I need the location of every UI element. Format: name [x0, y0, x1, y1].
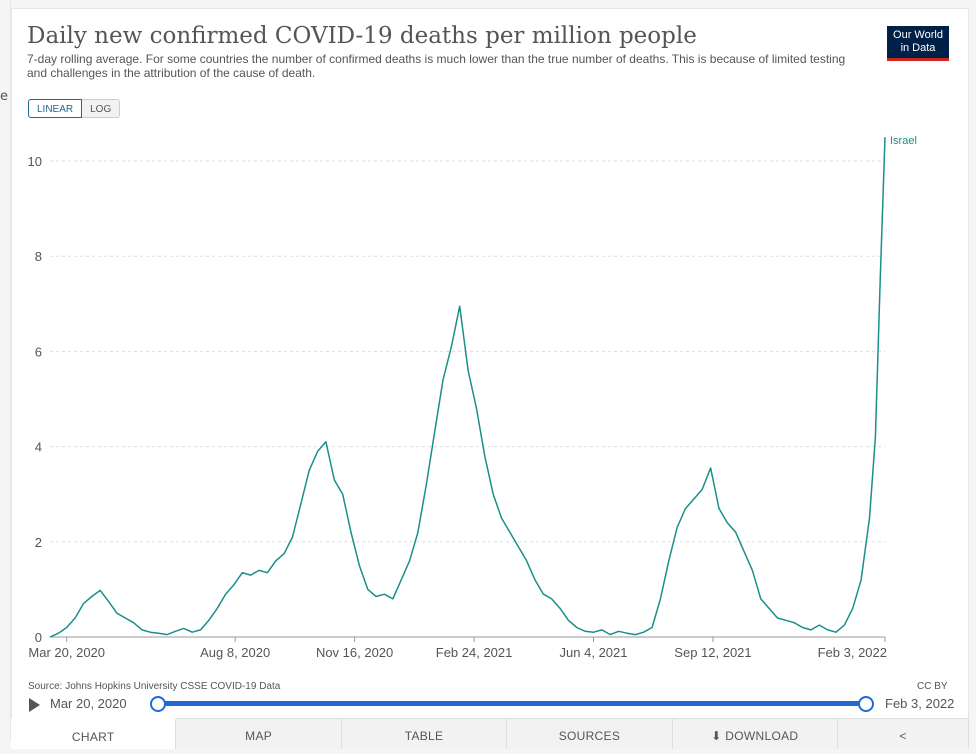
x-tick-label: Jun 4, 2021 [560, 645, 628, 660]
x-tick-label: Sep 12, 2021 [674, 645, 751, 660]
tab-table[interactable]: TABLE [341, 719, 508, 749]
y-tick-label: 0 [35, 630, 42, 645]
chart-card: Daily new confirmed COVID-19 deaths per … [11, 8, 969, 748]
license-link[interactable]: CC BY [917, 681, 948, 692]
timeline: Mar 20, 2020 Feb 3, 2022 [27, 693, 957, 713]
series-line-israel [49, 137, 886, 638]
x-tick-label: Feb 3, 2022 [818, 645, 887, 660]
y-tick-label: 4 [35, 440, 42, 455]
play-icon[interactable] [29, 698, 40, 712]
timeline-track[interactable] [162, 701, 870, 706]
timeline-start-label: Mar 20, 2020 [50, 696, 127, 711]
log-scale-button[interactable]: LOG [82, 99, 121, 118]
chart-subtitle: 7-day rolling average. For some countrie… [27, 52, 846, 80]
y-tick-label: 6 [35, 344, 42, 359]
y-tick-label: 10 [28, 154, 42, 169]
y-tick-label: 2 [35, 535, 42, 550]
linear-scale-button[interactable]: LINEAR [28, 99, 83, 118]
x-tick-label: Aug 8, 2020 [200, 645, 270, 660]
share-icon: < [899, 729, 907, 743]
left-edge-strip: e [0, 0, 11, 739]
series-label-israel: Israel [890, 135, 917, 147]
tab-chart[interactable]: CHART [11, 718, 177, 749]
timeline-end-label: Feb 3, 2022 [885, 696, 955, 711]
line-chart: 0 2 4 6 8 10 Mar 20, 2020 Aug 8, 2020 Nov 16, 20… [28, 135, 917, 660]
tab-download[interactable]: ⬇ DOWNLOAD [672, 719, 839, 749]
y-tick-label: 8 [35, 249, 42, 264]
x-tick-label: Nov 16, 2020 [316, 645, 393, 660]
tab-sources[interactable]: SOURCES [507, 719, 673, 749]
x-tick-label: Feb 24, 2021 [436, 645, 513, 660]
tab-map[interactable]: MAP [176, 719, 342, 749]
tab-bar: CHART MAP TABLE SOURCES ⬇ DOWNLOAD < [11, 718, 970, 749]
chart-title: Daily new confirmed COVID-19 deaths per … [27, 23, 697, 49]
logo-line-2: in Data [900, 42, 936, 54]
left-edge-glyph: e [0, 89, 8, 104]
tab-share[interactable]: < [838, 719, 970, 749]
timeline-end-handle[interactable] [858, 696, 874, 712]
logo-line-1: Our World [893, 29, 943, 41]
source-note[interactable]: Source: Johns Hopkins University CSSE CO… [28, 681, 281, 692]
owid-logo[interactable]: Our World in Data [887, 26, 949, 61]
timeline-start-handle[interactable] [150, 696, 166, 712]
scale-toggle: LINEAR LOG [28, 99, 121, 118]
x-tick-label: Mar 20, 2020 [28, 645, 105, 660]
